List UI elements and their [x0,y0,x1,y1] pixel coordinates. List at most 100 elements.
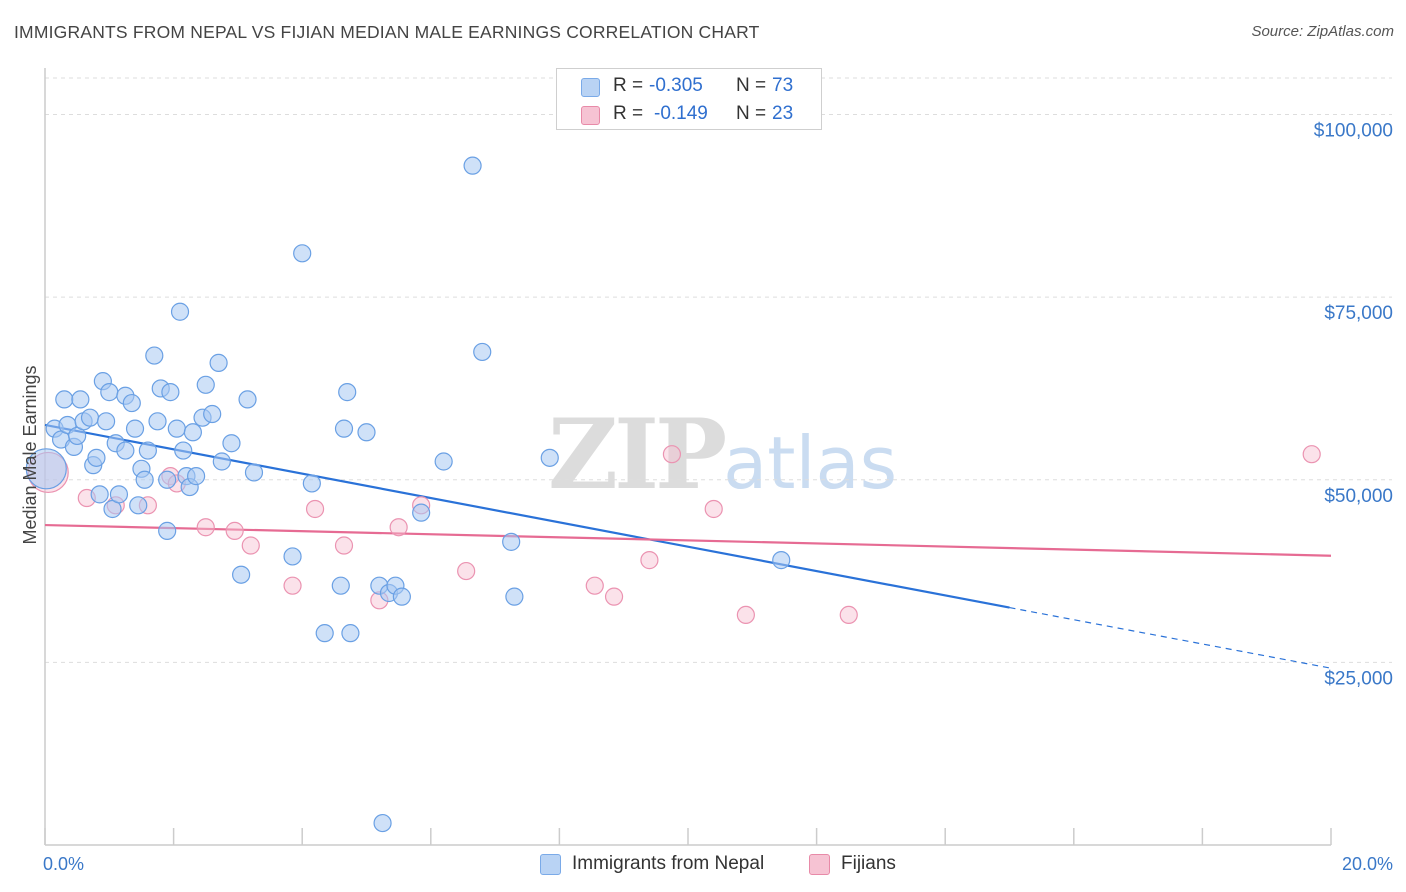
fijian-point [283,576,302,595]
nepal-point [158,521,177,540]
chart-title: IMMIGRANTS FROM NEPAL VS FIJIAN MEDIAN M… [14,22,760,42]
fijian-point [585,576,604,595]
fijians-legend-swatch [809,854,830,875]
nepal-point [145,346,164,365]
watermark-zip: ZIP [548,398,727,511]
nepal-point [80,408,100,427]
nepal-point [505,587,524,606]
nepal-point [502,532,521,551]
trend-lines [44,423,1332,669]
nepal-point [463,156,482,175]
nepal-point [167,419,186,438]
fijian-point [704,499,723,519]
nepal-trend-extension [1009,607,1332,669]
nepal-point [338,383,357,402]
nepal-point [302,474,321,493]
fijian-trend-line [44,523,1332,557]
nepal-swatch [581,78,600,97]
nepal-point [87,448,106,467]
y-tick-label: $75,000 [1324,303,1393,324]
fijian-point [736,605,755,625]
nepal-point [122,393,141,413]
y-tick-label: $25,000 [1324,668,1393,689]
nepal-point [357,423,376,442]
nepal-point [109,485,129,504]
data-points [25,156,1321,833]
nepal-point [203,404,222,424]
y-axis-label: Median Male Earnings [20,365,40,544]
fijian-point [604,587,624,606]
zipatlas-watermark: ZIPatlas [548,398,897,511]
fijians-swatch [581,106,600,125]
nepal-point [25,448,67,490]
correlation-legend: R = -0.305 N = 73 R = -0.149 N = 23 [556,68,822,130]
nepal-point [331,576,350,595]
y-tick-label: $100,000 [1314,121,1393,142]
nepal-point [158,470,177,489]
nepal-point [238,390,257,409]
nepal-point [100,383,119,402]
fijian-point [640,551,659,570]
nepal-point [209,353,228,372]
fijian-point [225,521,244,540]
nepal-point [373,813,392,833]
nepal-point [183,423,202,442]
nepal-point [222,434,241,453]
nepal-point [283,547,302,566]
nepal-point [392,587,411,606]
nepal-point [341,624,360,643]
watermark-atlas: atlas [723,421,898,505]
fijian-point [457,561,476,581]
fijian-point [1302,445,1321,464]
nepal-point [90,485,109,504]
fijian-point [839,605,858,625]
nepal-point [135,470,154,489]
nepal-point [55,390,74,409]
nepal-point [170,302,190,321]
fijian-point [389,518,408,537]
nepal-point [434,452,453,471]
nepal-point [161,383,180,402]
nepal-point [71,390,90,409]
nepal-point [315,624,334,643]
nepal-point [196,375,215,394]
fijians-n-label: N = [736,103,767,124]
x-tick-label: 0.0% [43,854,84,874]
nepal-point [473,342,492,362]
nepal-n-value: 73 [772,75,794,96]
fijian-point [241,536,260,555]
fijian-point [662,445,682,464]
nepal-point [212,452,231,471]
x-tick-label: 20.0% [1342,854,1393,874]
nepal-point [412,503,431,522]
nepal-point [244,463,264,482]
nepal-r-label: R = [613,75,644,96]
nepal-point [232,565,251,584]
nepal-legend-label: Immigrants from Nepal [572,853,765,874]
source-label: Source: ZipAtlas.com [1251,23,1394,40]
fijian-point [305,499,325,519]
fijians-n-value: 23 [772,103,794,124]
nepal-point [125,419,145,438]
nepal-trend-line [44,423,1010,609]
nepal-point [187,467,206,486]
nepal-point [540,448,559,467]
legend-row-fijians: R = -0.149 N = 23 [557,100,821,128]
y-tick-label: $50,000 [1324,486,1393,507]
fijians-r-value: -0.149 [654,103,708,124]
legend-row-nepal: R = -0.305 N = 73 [557,72,821,100]
nepal-n-label: N = [736,75,767,96]
nepal-point [129,496,148,515]
nepal-point [96,412,116,431]
axis-labels: $25,000 $50,000 $75,000 $100,000 0.0% 20.0% Me… [20,121,1393,874]
nepal-point [174,441,193,460]
nepal-point [148,412,167,431]
nepal-legend-swatch [540,854,561,875]
nepal-point [772,551,791,570]
nepal-r-value: -0.305 [649,75,703,96]
nepal-point [334,419,354,438]
fijians-r-label: R = [613,103,644,124]
axes [44,68,1332,846]
nepal-point [138,441,157,460]
